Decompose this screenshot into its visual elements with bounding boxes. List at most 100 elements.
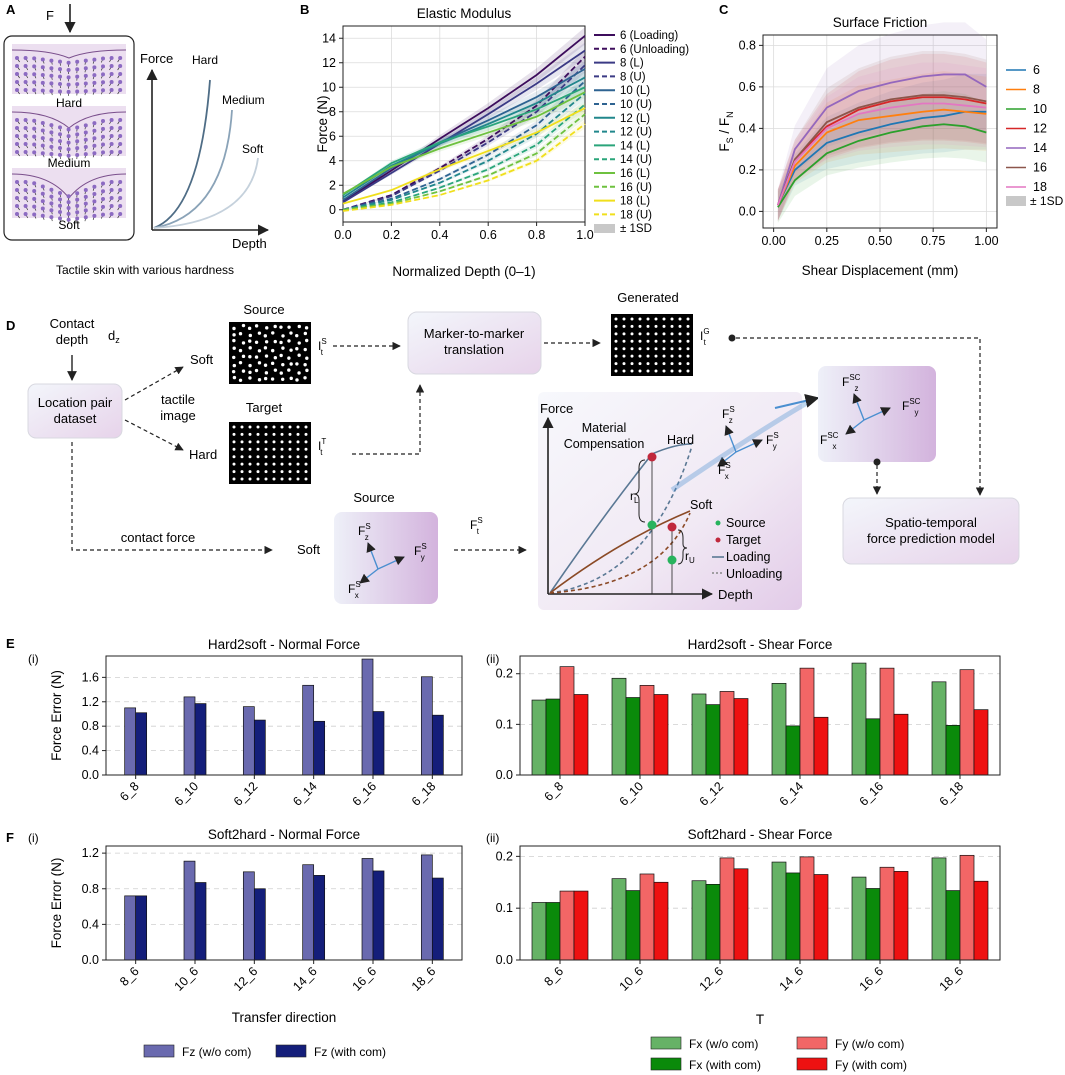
gen-dot: [728, 334, 736, 342]
legend-fy-wo-label: Fy (w/o com): [835, 1037, 904, 1051]
legend-label: 14 (U): [620, 154, 652, 166]
target-image-label: Target: [246, 400, 283, 415]
marker-dot: [305, 356, 309, 360]
skin-marker: [109, 188, 114, 192]
marker-dot: [622, 324, 626, 328]
marker-dot: [273, 324, 277, 329]
skin-marker: [66, 140, 71, 145]
d-soft-label: Soft: [690, 498, 713, 512]
marker-dot: [630, 317, 634, 321]
x-tick-label: 6_16: [857, 779, 887, 809]
skin-marker: [40, 184, 45, 189]
plot-area: [106, 656, 462, 775]
generated-label: Generated: [617, 290, 678, 305]
marker-dot: [257, 331, 262, 335]
skin-marker: [75, 59, 80, 64]
marker-dot: [264, 354, 269, 358]
marker-dot: [271, 331, 275, 335]
marker-dot: [686, 332, 690, 336]
marker-dot: [670, 324, 674, 328]
marker-dot: [264, 455, 268, 459]
marker-dot: [256, 432, 260, 436]
skin-marker: [23, 196, 28, 200]
bar: [194, 703, 207, 776]
skin-marker: [101, 72, 105, 77]
y-tick-label: 10: [322, 80, 336, 94]
marker-dot: [263, 376, 268, 381]
marker-dot: [272, 470, 276, 474]
bar: [183, 860, 196, 961]
bar: [531, 699, 547, 776]
legend-label: 16: [1033, 161, 1047, 175]
bar: [653, 881, 669, 961]
marker-dot: [248, 376, 252, 380]
bar: [705, 883, 721, 961]
marker-dot: [257, 361, 262, 365]
x-tick-label: 6_10: [172, 779, 202, 809]
skin-marker: [101, 64, 105, 69]
x-tick-label: 10_6: [617, 964, 647, 994]
fys-mid-label: FS y: [766, 431, 779, 451]
bar: [893, 713, 909, 776]
x-tick-label: 0.00: [761, 234, 785, 248]
skin-marker: [75, 139, 80, 144]
legend-label: 10 (U): [620, 99, 652, 111]
marker-dot: [264, 340, 269, 344]
a-curve-hard: [153, 79, 211, 229]
force-sub: z: [365, 533, 369, 542]
marker-dot: [670, 339, 674, 343]
marker-dot: [646, 317, 650, 321]
marker-dot: [232, 477, 236, 481]
legend-fy-with-swatch: [796, 1057, 828, 1071]
sd-band: [777, 22, 987, 221]
panel-letter-c: C: [719, 2, 729, 17]
skin-marker: [40, 199, 45, 204]
skin-marker: [109, 118, 114, 122]
force-sup: S: [729, 405, 734, 414]
bar: [611, 878, 627, 961]
series-line: [342, 107, 586, 205]
bar: [851, 662, 867, 776]
marker-dot: [288, 447, 292, 451]
y-label-sub-n: N: [725, 111, 735, 118]
skin-marker: [75, 216, 80, 221]
compensated-force-axes: FS zFS yFS x: [717, 405, 779, 481]
legend-label: 16 (L): [620, 168, 650, 180]
y-tick-label: 8: [329, 105, 336, 119]
series-line: [342, 68, 586, 201]
source-point-1: [647, 520, 657, 530]
y-tick-label: 2: [329, 178, 336, 192]
marker-dot: [280, 470, 284, 474]
panel-letter-d: D: [6, 318, 15, 333]
bar: [545, 902, 561, 961]
skin-marker: [66, 75, 71, 80]
marker-dot: [622, 369, 626, 373]
marker-dot: [256, 470, 260, 474]
marker-dot: [630, 354, 634, 358]
a-curve-medium: [153, 109, 233, 229]
skin-marker: [83, 66, 88, 71]
skin-marker: [49, 208, 54, 213]
marker-dot: [248, 477, 252, 481]
sd-band: [777, 51, 987, 221]
marker-dot: [248, 440, 252, 444]
skin-marker: [101, 197, 105, 202]
y-tick-label: 0: [329, 203, 336, 217]
marker-dot: [686, 369, 690, 373]
skin-marker: [66, 194, 71, 199]
skin-marker: [109, 212, 114, 216]
skin-marker: [75, 67, 80, 72]
marker-dot: [296, 447, 300, 451]
marker-dot: [295, 333, 299, 338]
skin-marker: [101, 181, 105, 186]
skin-marker: [101, 189, 105, 194]
fz-vector: [852, 393, 865, 421]
bar: [135, 895, 148, 961]
fx-vector: [359, 568, 379, 584]
skin-marker: [15, 118, 19, 122]
y-label-f: F: [717, 143, 732, 151]
skin-marker: [23, 212, 28, 216]
skin-marker: [32, 118, 37, 123]
skin-marker: [118, 180, 123, 184]
marker-dot: [305, 368, 309, 373]
